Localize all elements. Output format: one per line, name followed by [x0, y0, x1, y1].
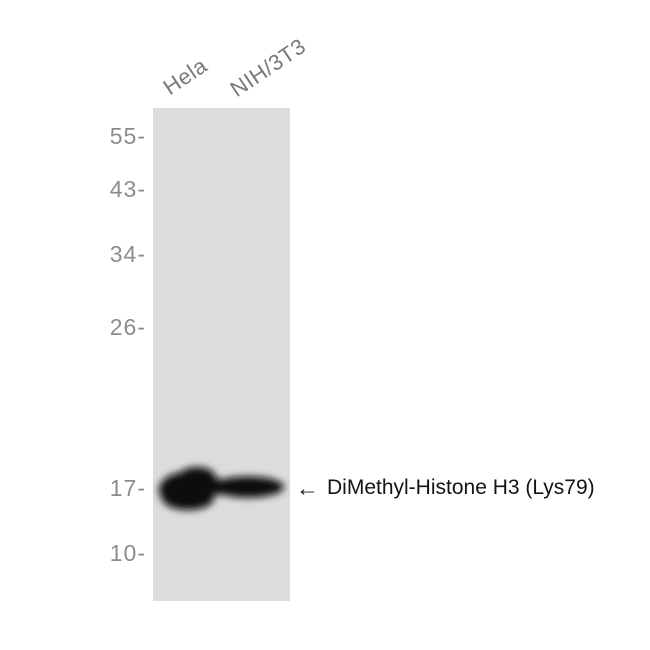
band-nih3t3 — [212, 476, 284, 498]
mw-marker-34: 34- — [109, 241, 146, 267]
lane-label-hela: Hela — [158, 52, 212, 100]
mw-marker-55: 55- — [109, 123, 146, 149]
blot-membrane — [153, 108, 290, 601]
target-protein-label: DiMethyl-Histone H3 (Lys79) — [327, 476, 595, 499]
band-annotation: ← DiMethyl-Histone H3 (Lys79) — [296, 475, 595, 501]
mw-marker-43: 43- — [109, 176, 146, 202]
mw-marker-26: 26- — [109, 314, 146, 340]
left-arrow-icon: ← — [296, 475, 319, 501]
protein-bands-svg — [159, 467, 284, 510]
mw-marker-17: 17- — [109, 475, 146, 501]
lane-label-nih3t3: NIH/3T3 — [225, 33, 311, 102]
band-neck — [203, 479, 231, 495]
mw-marker-10: 10- — [109, 540, 146, 566]
band-hela-base — [162, 486, 214, 510]
